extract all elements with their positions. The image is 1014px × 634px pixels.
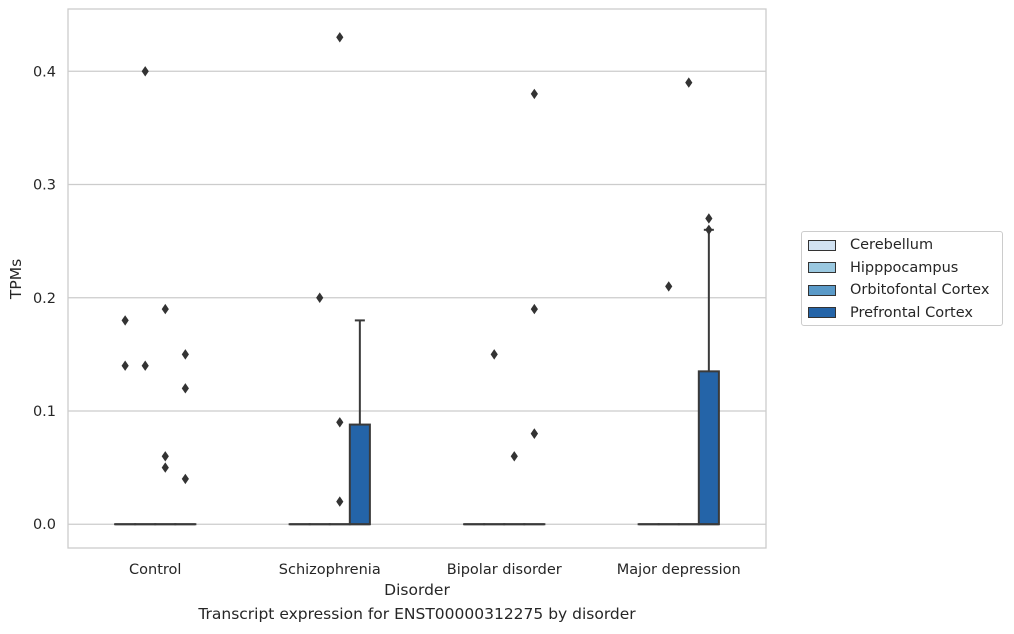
legend-label: Cerebellum [850, 237, 934, 253]
y-tick-label: 0.4 [33, 64, 56, 80]
outlier-point [121, 315, 129, 326]
legend-swatch [808, 307, 836, 318]
outlier-layer [121, 32, 713, 507]
outlier-point [161, 303, 169, 315]
outlier-point [161, 451, 169, 462]
x-tick-label: Control [129, 562, 181, 578]
box-layer [114, 228, 720, 526]
y-tick-label: 0.3 [33, 178, 56, 194]
outlier-point [316, 292, 324, 303]
y-tick-label: 0.1 [33, 404, 56, 420]
outlier-point [490, 349, 498, 360]
y-tick-label: 0.0 [33, 517, 56, 533]
outlier-point [665, 281, 673, 292]
outlier-point [705, 224, 713, 236]
x-tick-label: Bipolar disorder [447, 562, 562, 578]
outlier-point [705, 213, 713, 224]
outlier-point [181, 383, 189, 394]
x-axis-label: Disorder [384, 581, 450, 599]
grid-lines [68, 70, 766, 525]
legend-label: Hipppocampus [850, 259, 959, 276]
y-axis-label: TPMs [7, 259, 25, 300]
outlier-point [141, 66, 149, 77]
outlier-point [161, 462, 169, 473]
outlier-point [336, 32, 344, 43]
outlier-point [510, 451, 518, 462]
legend-swatch [808, 262, 836, 273]
y-tick-labels: 0.0 0.1 0.2 0.3 0.4 [33, 64, 56, 533]
outlier-point [530, 303, 538, 315]
chart-title: Transcript expression for ENST0000031227… [198, 605, 636, 623]
legend-item: Prefrontal Cortex [808, 303, 973, 323]
legend-item: Cerebellum [808, 235, 933, 255]
legend-swatch [808, 239, 836, 251]
box [697, 370, 720, 526]
legend-item: Hipppocampus [808, 258, 958, 278]
legend-label: Prefrontal Cortex [850, 304, 973, 321]
outlier-point [181, 349, 189, 360]
outlier-point [141, 360, 149, 371]
box [348, 423, 371, 526]
x-tick-label: Major depression [617, 562, 741, 578]
outlier-point [530, 88, 538, 100]
outlier-point [336, 417, 344, 428]
x-tick-label: Schizophrenia [279, 562, 381, 578]
plot-frame [67, 8, 767, 549]
legend: Cerebellum Hipppocampus Orbitofontal Corte… [801, 231, 1003, 326]
x-tick-labels: Control Schizophrenia Bipolar disorder Majo… [129, 562, 741, 578]
outlier-point [685, 77, 693, 88]
legend-swatch [808, 284, 836, 296]
outlier-point [121, 360, 129, 371]
legend-item: Orbitofontal Cortex [808, 280, 989, 300]
outlier-point [336, 496, 344, 507]
outlier-point [530, 428, 538, 439]
legend-label: Orbitofontal Cortex [850, 282, 990, 298]
y-tick-label: 0.2 [33, 291, 56, 307]
outlier-point [181, 473, 189, 485]
